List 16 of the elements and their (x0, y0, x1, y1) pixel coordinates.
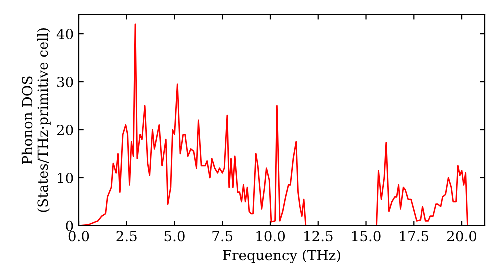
x-tick-label: 2.5 (116, 231, 137, 242)
x-tick-label: 10.0 (256, 231, 286, 242)
x-axis-title: Frequency (THz) (223, 250, 340, 264)
y-tick-label: 10 (58, 172, 74, 184)
x-tick-label: 7.5 (212, 231, 233, 242)
y-tick-label: 40 (56, 29, 74, 40)
y-tick-label: 30 (58, 76, 74, 88)
x-tick-label: 0.0 (68, 231, 90, 242)
y-tick-label: 0 (66, 220, 74, 232)
y-axis-title: Phonon DOS (States/THz·primitive cell) (22, 28, 51, 212)
x-tick-label: 17.5 (400, 231, 429, 242)
x-tick-label: 15.0 (352, 231, 381, 242)
x-tick-label: 12.5 (304, 231, 333, 242)
x-tick-label: 20.0 (448, 231, 477, 242)
x-tick-label: 5.0 (164, 231, 185, 242)
y-tick-label: 20 (57, 124, 74, 136)
